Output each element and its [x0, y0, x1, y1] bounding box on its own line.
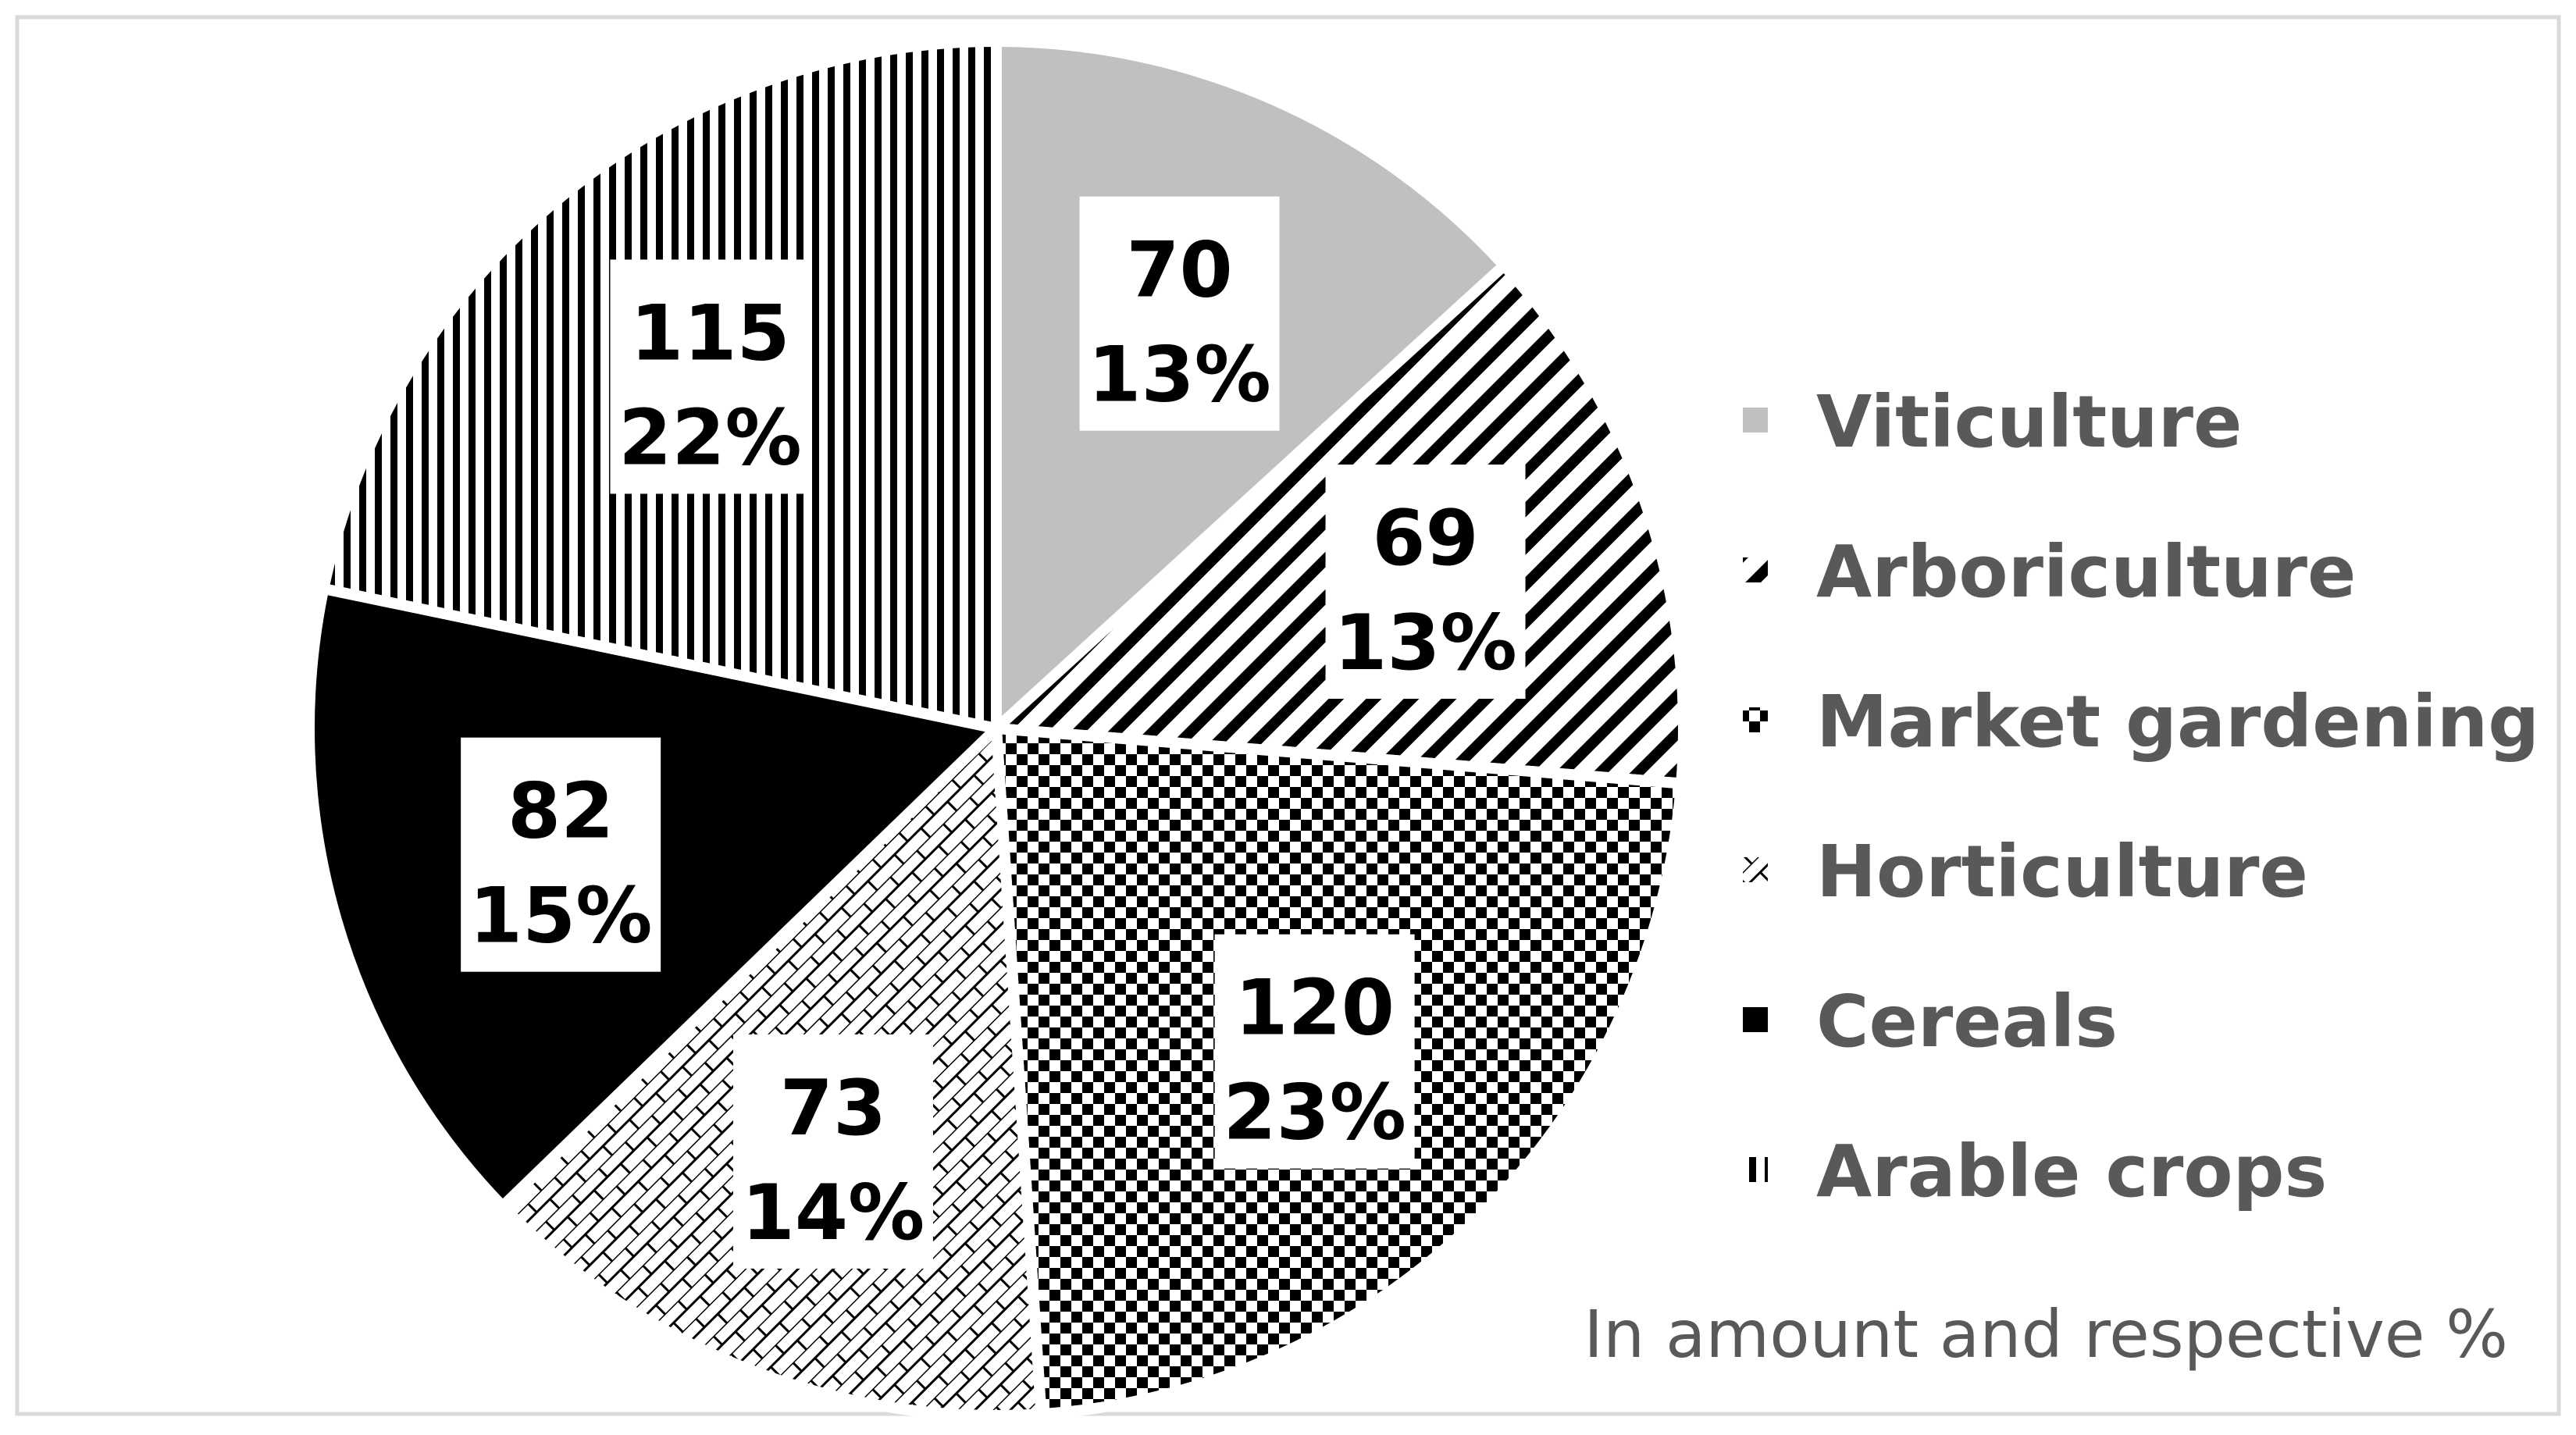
legend-swatch	[1743, 857, 1768, 882]
legend-item: Horticulture	[1743, 830, 2308, 913]
data-label-box	[1079, 196, 1280, 431]
data-label-box	[461, 737, 661, 972]
legend-swatch	[1743, 1007, 1768, 1032]
data-label-value: 69	[1372, 494, 1478, 583]
data-label-percent: 14%	[742, 1169, 925, 1258]
legend-item: Cereals	[1743, 980, 2118, 1063]
legend-label: Market gardening	[1816, 680, 2539, 764]
data-label-value: 70	[1126, 226, 1232, 315]
legend-swatch	[1743, 1157, 1768, 1182]
legend-swatch	[1743, 707, 1768, 732]
legend-label: Viticulture	[1816, 380, 2242, 464]
data-label-value: 82	[508, 767, 614, 856]
legend-label: Horticulture	[1816, 830, 2308, 913]
legend: Viticulture Arboriculture Market gardening…	[1743, 380, 2539, 1213]
legend-item: Arboriculture	[1743, 530, 2356, 614]
legend-item: Arable crops	[1743, 1130, 2327, 1213]
legend-label: Arable crops	[1816, 1130, 2327, 1213]
data-label-value: 120	[1235, 964, 1395, 1053]
data-label-percent: 15%	[469, 872, 653, 961]
data-label-box	[1214, 934, 1415, 1169]
data-label-value: 115	[630, 289, 790, 378]
data-label-percent: 13%	[1088, 331, 1271, 420]
data-label-percent: 23%	[1223, 1069, 1406, 1158]
legend-item: Viticulture	[1743, 380, 2242, 464]
legend-item: Market gardening	[1743, 680, 2539, 764]
legend-swatch	[1743, 408, 1768, 433]
data-label-percent: 13%	[1334, 599, 1517, 688]
legend-label: Cereals	[1816, 980, 2118, 1063]
legend-swatch	[1743, 557, 1768, 582]
data-label-box	[610, 259, 811, 494]
data-label-box	[732, 1034, 933, 1269]
data-label-box	[1325, 465, 1526, 700]
chart-note: In amount and respective %	[1584, 1296, 2508, 1373]
data-label-value: 73	[780, 1064, 886, 1153]
legend-label: Arboriculture	[1816, 530, 2356, 614]
data-label-percent: 22%	[618, 393, 802, 482]
